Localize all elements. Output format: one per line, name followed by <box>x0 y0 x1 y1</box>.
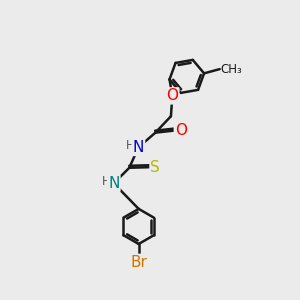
Text: O: O <box>175 123 187 138</box>
Text: S: S <box>151 160 160 175</box>
Text: N: N <box>133 140 144 155</box>
Text: H: H <box>101 175 110 188</box>
Text: Br: Br <box>130 255 147 270</box>
Text: N: N <box>108 176 119 191</box>
Text: H: H <box>126 139 135 152</box>
Text: O: O <box>166 88 178 104</box>
Text: CH₃: CH₃ <box>221 63 242 76</box>
